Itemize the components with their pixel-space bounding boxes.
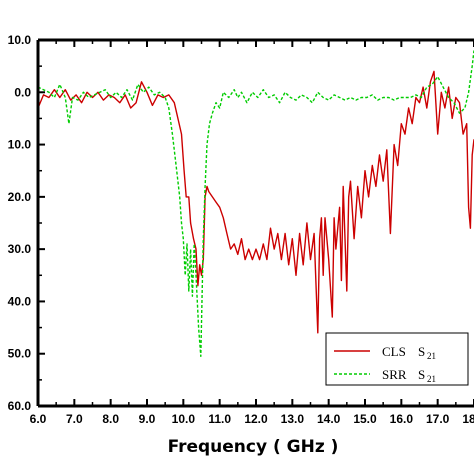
x-tick-label: 8.0 [102,412,119,426]
y-tick-label: 30.0 [8,242,32,256]
series-line-cls [38,70,474,334]
y-tick-label: 20.0 [8,190,32,204]
x-tick-label: 9.0 [139,412,156,426]
y-tick-label: 0.0 [14,85,31,99]
x-tick-label: 17.0 [426,412,450,426]
legend-sub-srr: 21 [427,374,436,384]
x-tick-label: 11.0 [208,412,231,426]
y-tick-label: 10.0 [8,33,32,47]
x-tick-label: 6.0 [30,412,47,426]
x-tick-label: 12.0 [244,412,268,426]
x-tick-label: 7.0 [66,412,83,426]
legend-param-srr: S [418,367,425,382]
series-line-srr [38,50,474,357]
y-tick-label: 60.0 [8,399,32,413]
legend-label-cls: CLS [382,344,406,359]
x-tick-label: 15.0 [353,412,377,426]
y-tick-label: 10.0 [8,138,32,152]
legend-param-cls: S [418,344,425,359]
x-tick-label: 13.0 [281,412,305,426]
x-tick-label: 10.0 [172,412,196,426]
x-axis-title: Frequency ( GHz ) [168,437,339,457]
legend-label-srr: SRR [382,367,407,382]
y-tick-label: 50.0 [8,347,32,361]
legend-box [325,332,469,386]
x-tick-label: 14.0 [317,412,341,426]
x-tick-label: 18.0 [462,412,474,426]
x-tick-label: 16.0 [390,412,414,426]
legend-sub-cls: 21 [427,351,436,361]
y-tick-label: 40.0 [8,294,32,308]
